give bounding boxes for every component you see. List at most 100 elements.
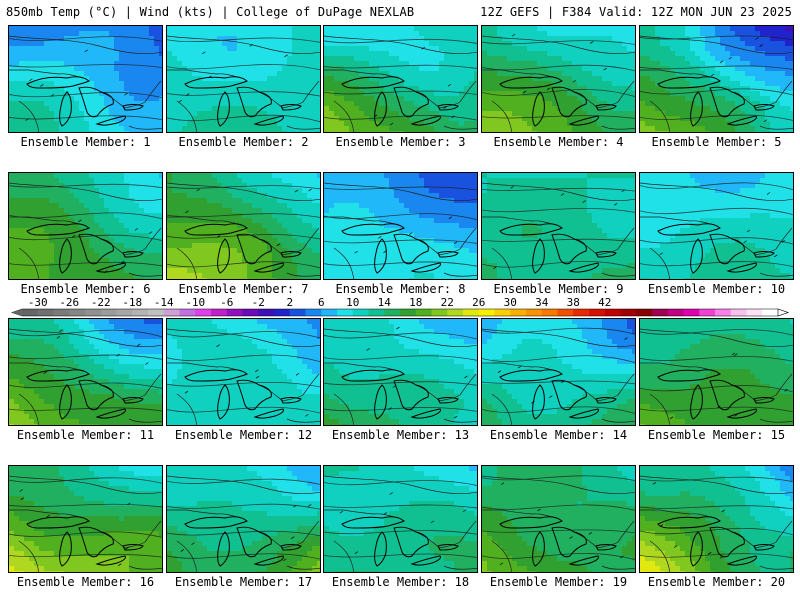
temperature-cell — [720, 131, 726, 132]
temperature-cell — [394, 71, 400, 77]
temperature-cell — [502, 51, 508, 57]
temperature-cell — [374, 46, 380, 52]
temperature-cell — [527, 131, 533, 132]
temperature-cell — [267, 51, 273, 57]
temperature-cell — [454, 91, 460, 97]
temperature-cell — [167, 193, 173, 199]
temperature-cell — [339, 111, 345, 117]
temperature-cell — [760, 71, 766, 77]
temperature-cell — [192, 228, 198, 234]
temperature-cell — [14, 233, 20, 239]
temperature-cell — [542, 121, 548, 127]
temperature-cell — [602, 121, 608, 127]
temperature-cell — [257, 81, 263, 87]
temperature-cell — [49, 218, 55, 224]
temperature-cell — [434, 188, 440, 194]
temperature-cell — [104, 203, 110, 209]
temperature-cell — [482, 31, 488, 37]
temperature-cell — [49, 173, 55, 179]
temperature-cell — [39, 81, 45, 87]
height-contour — [640, 114, 793, 121]
temperature-cell — [527, 86, 533, 92]
temperature-cell — [34, 61, 40, 67]
temperature-cell — [374, 86, 380, 92]
temperature-cell — [99, 131, 105, 132]
temperature-cell — [790, 41, 793, 47]
temperature-cell — [59, 106, 65, 112]
temperature-cell — [212, 278, 218, 279]
temperature-cell — [770, 26, 776, 32]
temperature-cell — [502, 71, 508, 77]
temperature-cell — [159, 61, 162, 67]
temperature-cell — [74, 46, 80, 52]
temperature-cell — [685, 36, 691, 42]
temperature-cell — [242, 96, 248, 102]
temperature-cell — [94, 106, 100, 112]
temperature-cell — [474, 101, 477, 107]
temperature-cell — [19, 228, 25, 234]
temperature-cell — [79, 273, 85, 279]
temperature-cell — [79, 41, 85, 47]
temperature-cell — [317, 263, 320, 269]
temperature-cell — [39, 253, 45, 259]
temperature-cell — [577, 111, 583, 117]
temperature-cell — [114, 131, 120, 132]
temperature-cell — [212, 26, 218, 32]
temperature-cell — [134, 56, 140, 62]
temperature-cell — [109, 36, 115, 42]
temperature-cell — [334, 71, 340, 77]
temperature-cell — [444, 36, 450, 42]
temperature-cell — [172, 66, 178, 72]
temperature-cell — [74, 188, 80, 194]
temperature-cell — [502, 56, 508, 62]
temperature-cell — [292, 213, 298, 219]
temperature-cell — [44, 131, 50, 132]
temperature-cell — [522, 91, 528, 97]
temperature-cell — [655, 126, 661, 132]
temperature-cell — [252, 131, 258, 132]
temperature-cell — [14, 178, 20, 184]
temperature-cell — [287, 198, 293, 204]
temperature-cell — [567, 36, 573, 42]
temperature-cell — [154, 101, 160, 107]
temperature-cell — [424, 86, 430, 92]
temperature-cell — [84, 223, 90, 229]
temperature-cell — [307, 91, 313, 97]
temperature-cell — [552, 106, 558, 112]
temperature-cell — [680, 71, 686, 77]
temperature-cell — [262, 178, 268, 184]
temperature-cell — [469, 36, 475, 42]
temperature-cell — [262, 26, 268, 32]
temperature-cell — [272, 278, 278, 279]
temperature-cell — [24, 26, 30, 32]
temperature-cell — [177, 198, 183, 204]
temperature-cell — [317, 228, 320, 234]
temperature-cell — [99, 76, 105, 82]
temperature-cell — [257, 111, 263, 117]
temperature-cell — [502, 86, 508, 92]
temperature-cell — [94, 258, 100, 264]
temperature-cell — [124, 193, 130, 199]
temperature-cell — [542, 41, 548, 47]
temperature-cell — [84, 228, 90, 234]
temperature-cell — [227, 71, 233, 77]
temperature-cell — [149, 223, 155, 229]
temperature-cell — [339, 66, 345, 72]
temperature-cell — [317, 188, 320, 194]
temperature-cell — [69, 268, 75, 274]
temperature-cell — [459, 26, 465, 32]
temperature-cell — [459, 101, 465, 107]
temperature-cell — [182, 208, 188, 214]
temperature-cell — [429, 178, 435, 184]
temperature-cell — [19, 233, 25, 239]
temperature-cell — [745, 81, 751, 87]
temperature-cell — [182, 248, 188, 254]
temperature-cell — [297, 96, 303, 102]
temperature-cell — [257, 193, 263, 199]
temperature-cell — [307, 253, 313, 259]
temperature-cell — [389, 111, 395, 117]
temperature-cell — [517, 81, 523, 87]
temperature-cell — [414, 96, 420, 102]
temperature-cell — [139, 66, 145, 72]
temperature-cell — [252, 66, 258, 72]
